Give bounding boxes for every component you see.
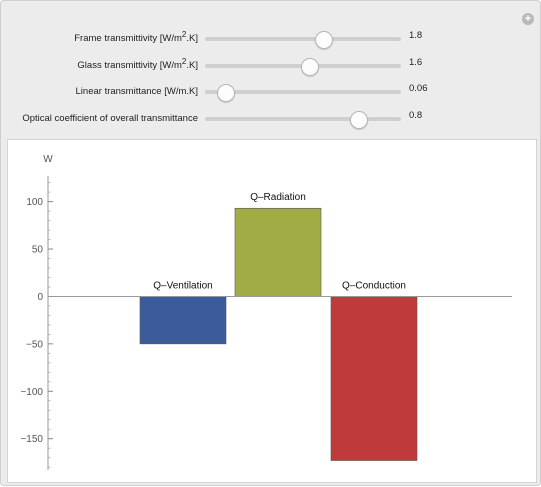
- bar-label: Q–Radiation: [250, 192, 306, 203]
- bar: [234, 207, 322, 297]
- slider-label: Frame transmittivity [W/m2.K]: [74, 30, 198, 45]
- y-tick-label: −50: [26, 339, 43, 350]
- bar-label: Q–Ventilation: [153, 280, 213, 291]
- slider-label: Linear transmittance [W/m.K]: [75, 86, 198, 98]
- slider-thumb[interactable]: [300, 58, 319, 76]
- control-row-glass-transmittivity: Glass transmittivity [W/m2.K] 1.6: [1, 55, 541, 76]
- slider-thumb[interactable]: [216, 84, 235, 102]
- control-row-frame-transmittivity: Frame transmittivity [W/m2.K] 1.8: [1, 28, 541, 49]
- control-row-linear-transmittance: Linear transmittance [W/m.K] 0.06: [1, 81, 541, 102]
- slider-thumb[interactable]: [349, 111, 368, 129]
- slider-label: Optical coefficient of overall transmitt…: [22, 113, 198, 125]
- bar-chart: 100 50 0 −50 −100 −150 W Q–Ventilation Q–Radiati…: [20, 154, 512, 470]
- y-tick-label: 100: [26, 197, 43, 208]
- y-tick-label: 50: [32, 245, 44, 256]
- control-row-optical-coefficient: Optical coefficient of overall transmitt…: [1, 108, 541, 129]
- plus-icon[interactable]: +: [522, 13, 534, 25]
- bar: [139, 296, 227, 345]
- slider-value: 1.6: [409, 57, 423, 68]
- y-tick-label: 0: [37, 292, 43, 303]
- slider-value: 0.8: [409, 110, 423, 121]
- optical-coefficient-slider[interactable]: [205, 111, 401, 129]
- slider-value: 1.8: [409, 30, 423, 41]
- slider-thumb[interactable]: [314, 31, 333, 49]
- y-tick-label: −100: [20, 387, 43, 398]
- slider-value: 0.06: [409, 83, 428, 94]
- y-axis-label: W: [43, 154, 53, 165]
- frame-transmittivity-slider[interactable]: [205, 31, 401, 49]
- bar-label: Q–Conduction: [342, 280, 406, 291]
- y-tick-label: −150: [20, 434, 43, 445]
- linear-transmittance-slider[interactable]: [205, 84, 401, 102]
- slider-label: Glass transmittivity [W/m2.K]: [77, 57, 198, 72]
- bar: [330, 296, 418, 461]
- glass-transmittivity-slider[interactable]: [205, 58, 401, 76]
- plot-frame: 100 50 0 −50 −100 −150 W Q–Ventilation Q–Radiati…: [7, 139, 537, 483]
